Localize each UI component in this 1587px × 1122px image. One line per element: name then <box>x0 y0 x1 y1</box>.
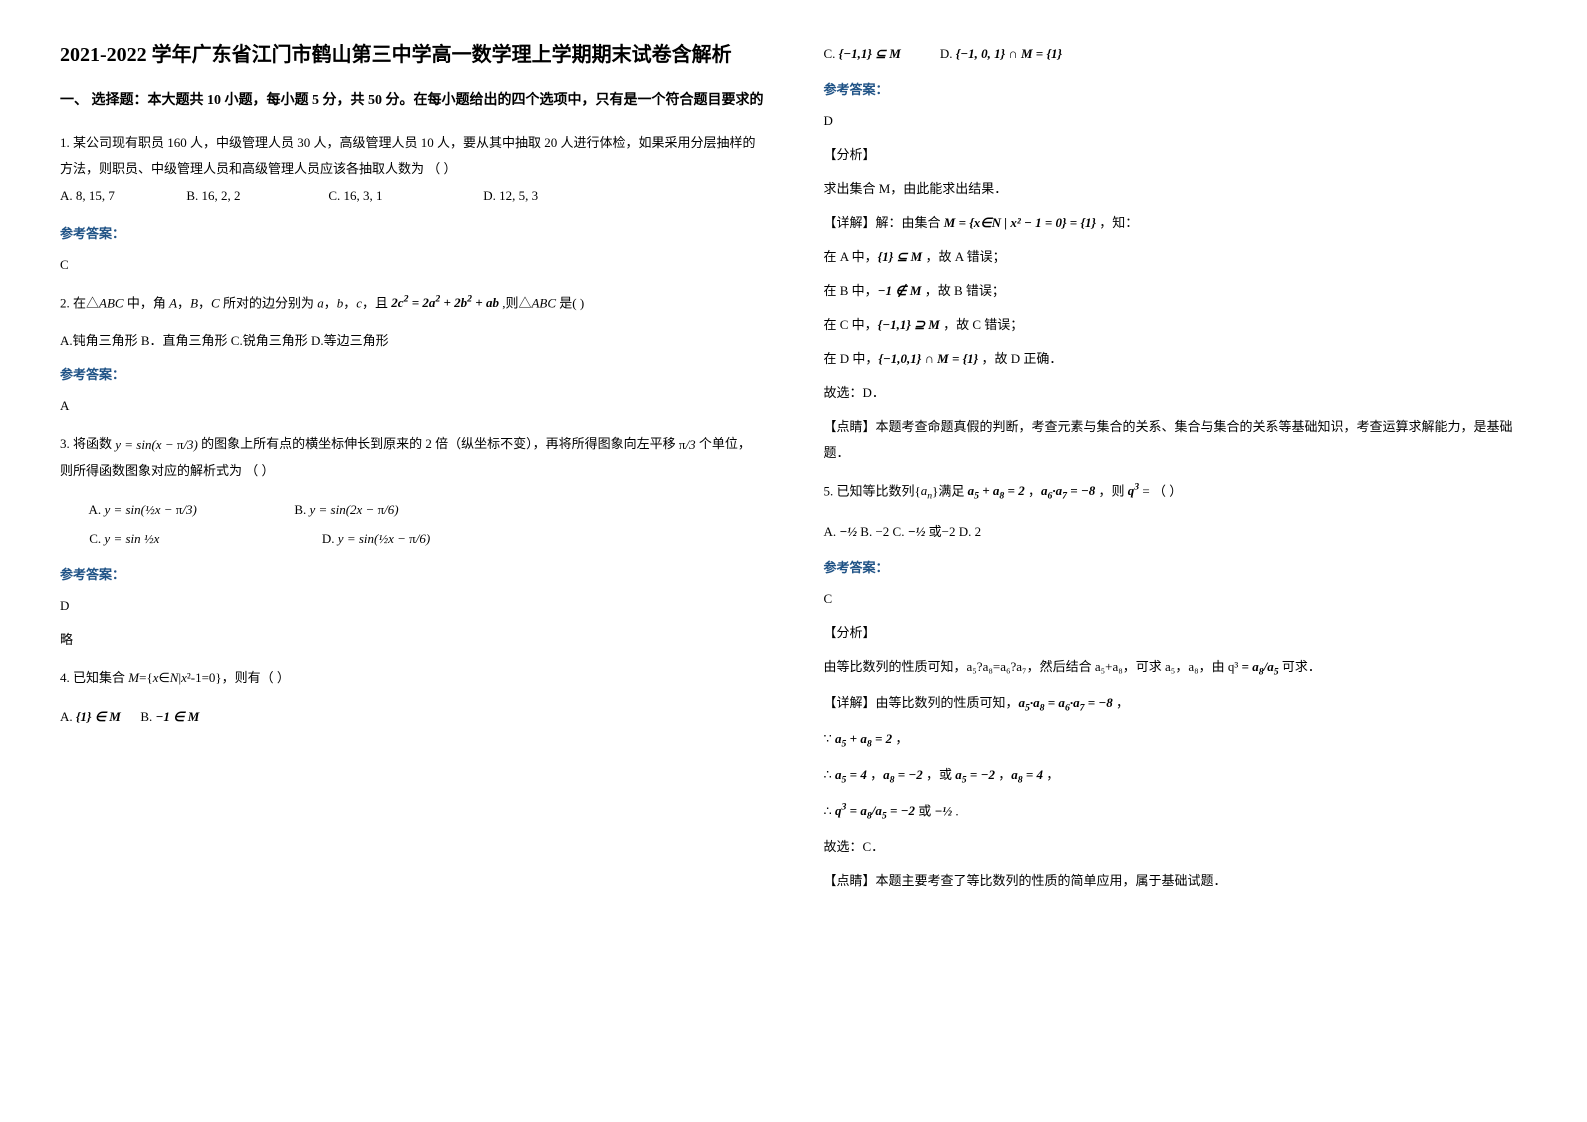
q3-optD-label: D. <box>322 531 335 546</box>
q3-answer-label: 参考答案： <box>60 564 764 583</box>
q4-optD: {−1, 0, 1} ∩ M = {1} <box>956 46 1062 61</box>
q5-l3b: −½ <box>935 803 953 818</box>
q3-stem-mid: 的图象上所有点的横坐标伸长到原来的 2 倍（纵坐标不变），再将所得图象向左平移 <box>201 436 679 451</box>
q1-answer-label: 参考答案： <box>60 223 764 242</box>
q3-optA: y = sin(½x − π/3) <box>104 502 196 517</box>
q4-fenxi-label: 【分析】 <box>824 142 1528 168</box>
q5-fx-post: 可求． <box>1282 659 1321 674</box>
q4-opts-ab: A. {1} ∈ M B. −1 ∈ M <box>60 703 764 732</box>
q5-optC: −½ <box>908 524 926 539</box>
q4-opts-cd: C. {−1,1} ⊆ M D. {−1, 0, 1} ∩ M = {1} <box>824 40 1528 69</box>
q4-pick: 故选：D． <box>824 380 1528 406</box>
q4-lineC: 在 C 中，{−1,1} ⊇ M ，故 C 错误； <box>824 312 1528 338</box>
q5-l3: ∴ q3 = a8/a5 = −2 或 −½ . <box>824 798 1528 826</box>
q3-opts-row2: C. y = sin ½x D. y = sin(½x − π/6) <box>60 525 764 554</box>
q4-lineB: 在 B 中，−1 ∉ M ，故 B 错误； <box>824 278 1528 304</box>
section-heading: 一、 选择题：本大题共 10 小题，每小题 5 分，共 50 分。在每小题给出的… <box>60 90 764 112</box>
q5-dianjing: 【点睛】本题主要考查了等比数列的性质的简单应用，属于基础试题． <box>824 868 1528 894</box>
q5-optA: −½ <box>839 524 857 539</box>
q5-l3-post: . <box>955 803 958 818</box>
q3-opts-row1: A. y = sin(½x − π/3) B. y = sin(2x − π/6… <box>60 496 764 525</box>
q3-optC: y = sin ½x <box>104 531 159 546</box>
q1-stem: 1. 某公司现有职员 160 人，中级管理人员 30 人，高级管理人员 10 人… <box>60 130 764 182</box>
q3-stem-pre: 3. 将函数 <box>60 436 115 451</box>
q5-answer-label: 参考答案： <box>824 557 1528 576</box>
q4-answer: D <box>824 108 1528 134</box>
q4-answer-label: 参考答案： <box>824 79 1528 98</box>
q5-optA-label: A. <box>824 524 837 539</box>
q5-pick: 故选：C． <box>824 834 1528 860</box>
q4-optB: −1 ∈ M <box>156 709 200 724</box>
q5-l2: ∴ a5 = 4 ，a8 = −2 ，或 a5 = −2 ，a8 = 4 ， <box>824 762 1528 790</box>
q4-fenxi-body: 求出集合 M，由此能求出结果． <box>824 176 1528 202</box>
q4-optD-label: D. <box>940 46 953 61</box>
q3-formula: y = sin(x − π/3) <box>115 432 198 458</box>
q5-fx-pre: 由等比数列的性质可知，a₅?a₈=a₆?a₇，然后结合 a₅+a₈，可求 a₅，… <box>824 659 1242 674</box>
q5-fx-frac: = a8/a5 <box>1242 659 1279 674</box>
q2-options: A.钝角三角形 B．直角三角形 C.锐角三角形 D.等边三角形 <box>60 328 764 354</box>
q1-optA: A. 8, 15, 7 <box>60 188 115 203</box>
q2-answer-label: 参考答案： <box>60 364 764 383</box>
q5-fenxi-body: 由等比数列的性质可知，a₅?a₈=a₆?a₇，然后结合 a₅+a₈，可求 a₅，… <box>824 654 1528 682</box>
q5-options: A. −½ B. −2 C. −½ 或−2 D. 2 <box>824 518 1528 547</box>
question-3: 3. 将函数 y = sin(x − π/3) 的图象上所有点的横坐标伸长到原来… <box>60 431 764 484</box>
q1-optB: B. 16, 2, 2 <box>186 188 240 203</box>
question-4-stem: 4. 已知集合 M={x∈N|x²-1=0}，则有（ ） <box>60 665 764 691</box>
q1-optC: C. 16, 3, 1 <box>328 188 382 203</box>
q5-l3-pre: ∴ <box>824 803 836 818</box>
q3-optB-label: B. <box>294 502 306 517</box>
q5-optB: B. −2 C. <box>860 524 907 539</box>
q1-answer: C <box>60 252 764 278</box>
q4-lineA: 在 A 中，{1} ⊆ M ，故 A 错误； <box>824 244 1528 270</box>
q2-stem: 2. 在△ABC 中，角 A，B，C 所对的边分别为 a，b，c，且 2c2 =… <box>60 295 584 310</box>
q4-optC: {−1,1} ⊆ M <box>839 46 901 61</box>
q4-lineD: 在 D 中，{−1,0,1} ∩ M = {1} ，故 D 正确． <box>824 346 1528 372</box>
q3-optA-label: A. <box>89 502 102 517</box>
q5-l1: ∵ a5 + a8 = 2 ， <box>824 726 1528 754</box>
q5-xj: 【详解】由等比数列的性质可知，a5·a8 = a6·a7 = −8 ， <box>824 690 1528 718</box>
q4-optB-label: B. <box>140 709 152 724</box>
q5-l3-mid: 或 <box>918 803 934 818</box>
q3-optC-label: C. <box>89 531 101 546</box>
question-1: 1. 某公司现有职员 160 人，中级管理人员 30 人，高级管理人员 10 人… <box>60 130 764 211</box>
q3-optB: y = sin(2x − π/6) <box>309 502 398 517</box>
question-2: 2. 在△ABC 中，角 A，B，C 所对的边分别为 a，b，c，且 2c2 =… <box>60 290 764 316</box>
q4-optA-label: A. <box>60 709 73 724</box>
exam-title: 2021-2022 学年广东省江门市鹤山第三中学高一数学理上学期期末试卷含解析 <box>60 40 764 70</box>
q2-answer: A <box>60 393 764 419</box>
q1-optD: D. 12, 5, 3 <box>483 188 538 203</box>
q5-optC-post: 或−2 D. 2 <box>929 524 981 539</box>
q3-note: 略 <box>60 627 764 653</box>
q4-optA: {1} ∈ M <box>76 709 121 724</box>
q5-l3-main: q3 = a8/a5 = −2 <box>835 803 915 818</box>
question-5: 5. 已知等比数列{an}满足 a5 + a8 = 2 ，a6·a7 = −8 … <box>824 478 1528 506</box>
q1-options: A. 8, 15, 7 B. 16, 2, 2 C. 16, 3, 1 D. 1… <box>60 182 764 211</box>
q3-optD: y = sin(½x − π/6) <box>338 531 430 546</box>
q3-shift: π/3 <box>679 432 696 458</box>
q3-answer: D <box>60 593 764 619</box>
q4-optC-label: C. <box>824 46 836 61</box>
q4-xiangjie: 【详解】解：由集合 M = {x∈N | x² − 1 = 0} = {1} ，… <box>824 210 1528 236</box>
q4-dianjing: 【点睛】本题考查命题真假的判断，考查元素与集合的关系、集合与集合的关系等基础知识… <box>824 414 1528 466</box>
q5-answer: C <box>824 586 1528 612</box>
q5-fenxi-label: 【分析】 <box>824 620 1528 646</box>
